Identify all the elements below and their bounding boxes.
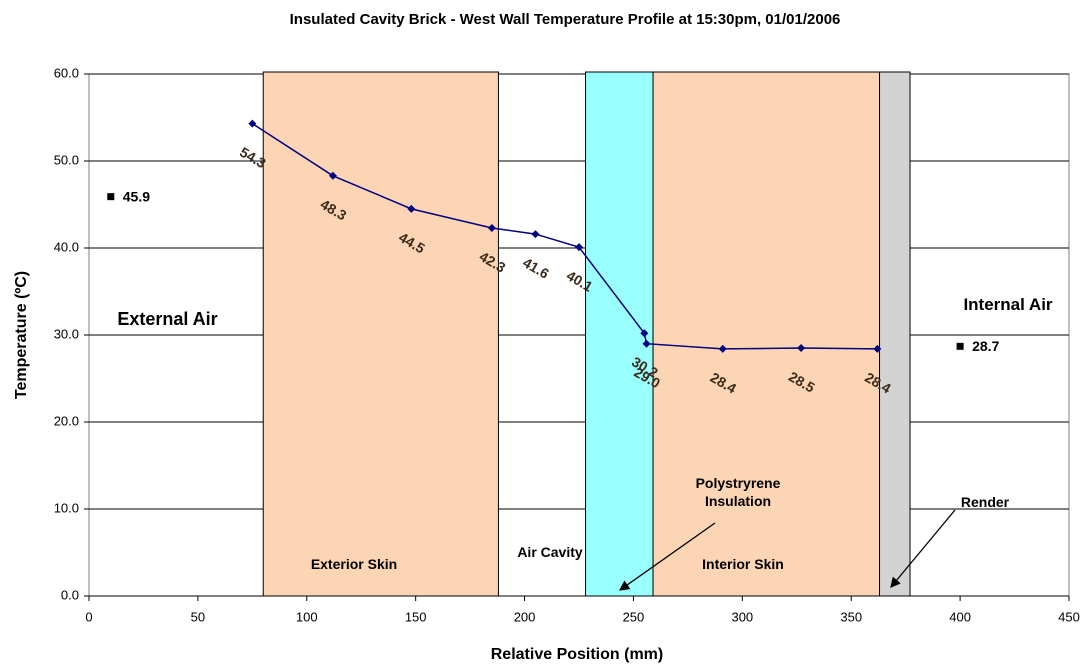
x-tick-label: 350 xyxy=(840,609,862,624)
point-label: 28.7 xyxy=(972,338,999,354)
y-tick-label: 50.0 xyxy=(54,152,79,167)
chart-title: Insulated Cavity Brick - West Wall Tempe… xyxy=(290,11,841,28)
y-tick-label: 60.0 xyxy=(54,65,79,80)
y-axis-title: Temperature (ºC) xyxy=(13,271,30,399)
arrow xyxy=(890,509,956,588)
annotation: Polystryrene Insulation xyxy=(695,475,781,510)
data-point xyxy=(328,171,337,180)
x-tick-label: 400 xyxy=(949,609,971,624)
data-point xyxy=(718,344,727,353)
x-tick-label: 200 xyxy=(514,609,536,624)
data-point xyxy=(640,329,649,338)
x-tick-label: 0 xyxy=(85,609,92,624)
arrow xyxy=(618,522,716,591)
data-point xyxy=(248,119,257,128)
region-band xyxy=(652,71,881,597)
data-point xyxy=(575,243,583,252)
data-point xyxy=(873,344,882,353)
data-point xyxy=(407,204,416,213)
data-point xyxy=(642,339,651,348)
data-point xyxy=(797,344,806,353)
x-tick-label: 50 xyxy=(191,609,205,624)
x-tick-label: 450 xyxy=(1058,609,1080,624)
annotation: Internal Air xyxy=(963,295,1053,314)
annotation: Interior Skin xyxy=(702,556,784,572)
x-tick-label: 300 xyxy=(731,609,753,624)
x-axis-title: Relative Position (mm) xyxy=(491,646,663,663)
data-point xyxy=(531,230,540,239)
point-marker xyxy=(107,193,115,201)
annotation: Exterior Skin xyxy=(310,556,398,572)
annotation: Render xyxy=(960,494,1010,510)
x-tick-label: 250 xyxy=(623,609,645,624)
data-point xyxy=(487,223,496,232)
y-tick-label: 10.0 xyxy=(54,500,79,515)
y-tick-label: 40.0 xyxy=(54,239,79,254)
y-tick-label: 20.0 xyxy=(54,413,79,428)
x-tick-label: 100 xyxy=(296,609,318,624)
y-tick-label: 0.0 xyxy=(61,587,79,602)
region-band xyxy=(262,71,499,597)
y-tick-label: 30.0 xyxy=(54,326,79,341)
annotation: External Air xyxy=(117,309,218,329)
x-tick-label: 150 xyxy=(405,609,427,624)
point-label: 45.9 xyxy=(123,188,150,204)
annotation: Air Cavity xyxy=(517,544,583,560)
point-marker xyxy=(956,342,964,350)
region-band xyxy=(879,71,911,597)
